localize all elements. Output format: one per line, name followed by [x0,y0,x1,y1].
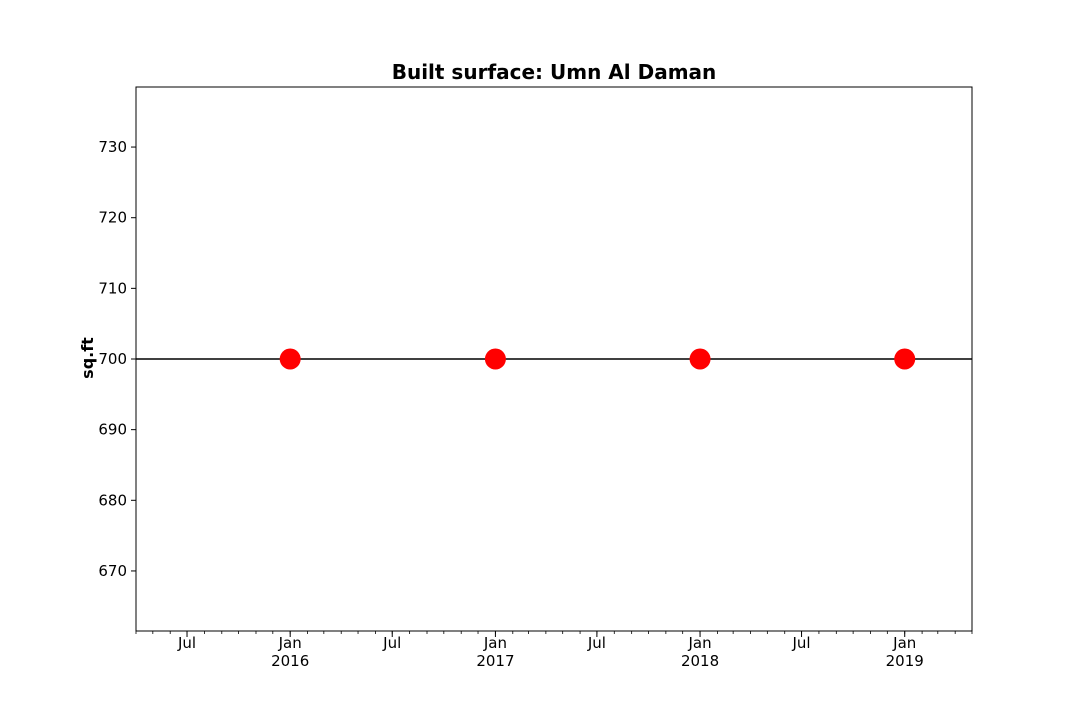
x-tick-label: Jul [587,634,606,652]
y-tick-label: 690 [98,421,127,439]
y-axis-label: sq.ft [78,337,97,379]
x-tick-label: Jan [892,634,916,652]
y-tick-label: 710 [98,279,127,297]
y-tick-label: 700 [98,350,127,368]
x-tick-label: Jan [483,634,507,652]
chart-title: Built surface: Umn Al Daman [392,60,717,84]
y-tick-label: 730 [98,138,127,156]
x-tick-label: Jul [177,634,196,652]
data-point [279,348,301,370]
x-tick-year-label: 2017 [476,652,514,670]
x-tick-label: Jul [791,634,810,652]
data-point [484,348,506,370]
x-tick-label: Jan [687,634,711,652]
y-tick-label: 720 [98,209,127,227]
y-tick-label: 680 [98,491,127,509]
x-tick-year-label: 2018 [681,652,719,670]
plot-marks [136,348,972,370]
x-tick-label: Jan [278,634,302,652]
x-tick-year-label: 2016 [271,652,309,670]
x-tick-label: Jul [382,634,401,652]
y-tick-label: 670 [98,562,127,580]
x-tick-year-label: 2019 [886,652,924,670]
data-point [689,348,711,370]
data-point [894,348,916,370]
